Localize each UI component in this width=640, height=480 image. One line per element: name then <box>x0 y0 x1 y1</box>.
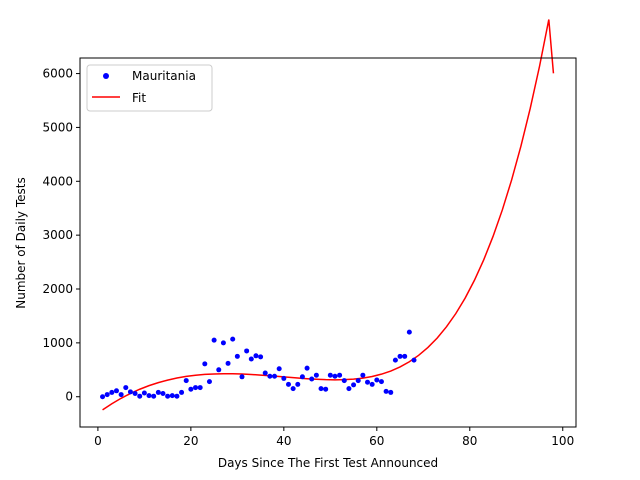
data-point <box>230 336 236 342</box>
fit-line <box>102 19 555 411</box>
x-tick-label: 60 <box>369 434 384 448</box>
data-point <box>378 379 384 385</box>
data-point <box>360 372 366 378</box>
data-point <box>109 389 115 395</box>
data-point <box>113 388 119 394</box>
data-point <box>365 379 371 385</box>
data-point <box>188 386 194 392</box>
y-tick-label: 3000 <box>42 228 73 242</box>
data-point <box>388 389 394 395</box>
data-point <box>285 381 291 387</box>
x-tick-label: 40 <box>276 434 291 448</box>
data-point <box>206 379 212 385</box>
data-point <box>202 361 208 367</box>
data-point <box>392 357 398 363</box>
data-point <box>313 372 319 378</box>
data-point <box>290 386 296 392</box>
data-point <box>341 378 347 384</box>
data-point <box>304 365 310 371</box>
data-point <box>151 393 157 399</box>
data-point <box>397 353 403 359</box>
data-point <box>146 393 152 399</box>
data-point <box>258 354 264 360</box>
plot-area <box>80 58 576 427</box>
data-point <box>225 360 231 366</box>
data-point <box>211 337 217 343</box>
data-point <box>179 389 185 395</box>
x-axis-label: Days Since The First Test Announced <box>218 456 438 470</box>
axes-layer <box>79 57 577 428</box>
plot-frame <box>79 57 577 428</box>
data-point <box>253 353 259 359</box>
y-tick-label: 6000 <box>42 67 73 81</box>
data-point <box>369 381 375 387</box>
y-tick-label: 5000 <box>42 120 73 134</box>
x-tick-label: 20 <box>183 434 198 448</box>
x-tick-label: 80 <box>462 434 477 448</box>
data-point <box>309 376 315 382</box>
data-point <box>137 393 143 399</box>
data-point <box>118 392 124 398</box>
data-point <box>248 356 254 362</box>
series-layer <box>100 19 555 411</box>
y-tick-label: 2000 <box>42 282 73 296</box>
data-point <box>197 385 203 391</box>
y-tick-label: 1000 <box>42 336 73 350</box>
data-point <box>327 372 333 378</box>
data-point <box>220 340 226 346</box>
data-point <box>374 377 380 383</box>
y-tick-label: 4000 <box>42 174 73 188</box>
data-point <box>132 391 138 396</box>
data-point <box>281 375 287 381</box>
data-point <box>351 382 357 388</box>
data-point <box>165 393 171 399</box>
legend-label-fit: Fit <box>132 91 146 105</box>
x-tick-label: 0 <box>94 434 102 448</box>
data-point <box>346 386 352 392</box>
data-point <box>123 385 129 391</box>
data-point <box>318 386 324 392</box>
data-point <box>323 386 329 392</box>
data-point <box>262 370 268 376</box>
y-axis-label: Number of Daily Tests <box>14 177 28 308</box>
data-point <box>193 385 199 391</box>
data-point <box>141 390 147 396</box>
data-point <box>155 389 161 395</box>
data-point <box>267 373 273 379</box>
data-point <box>216 367 222 373</box>
legend-box <box>86 64 213 112</box>
data-point <box>406 329 412 335</box>
data-point <box>244 348 250 354</box>
data-point <box>355 378 361 384</box>
data-point <box>332 373 338 379</box>
legend-label-mauritania: Mauritania <box>132 69 196 83</box>
data-point <box>337 372 343 378</box>
data-point <box>169 393 175 399</box>
y-tick-label: 0 <box>65 390 73 404</box>
data-point <box>411 357 417 363</box>
data-point <box>104 392 110 398</box>
data-point <box>299 374 305 380</box>
data-point <box>239 374 245 380</box>
data-point <box>174 393 180 399</box>
data-point <box>276 366 282 372</box>
x-tick-label: 100 <box>551 434 574 448</box>
data-point <box>402 353 408 359</box>
data-point <box>100 394 106 400</box>
data-point <box>127 389 133 395</box>
data-point <box>383 388 389 394</box>
data-point <box>183 378 189 384</box>
data-point <box>272 373 278 379</box>
data-point <box>295 381 301 387</box>
data-point <box>234 353 240 359</box>
legend-marker-mauritania <box>103 73 109 79</box>
data-point <box>160 391 166 396</box>
legend: Mauritania Fit <box>86 64 213 112</box>
